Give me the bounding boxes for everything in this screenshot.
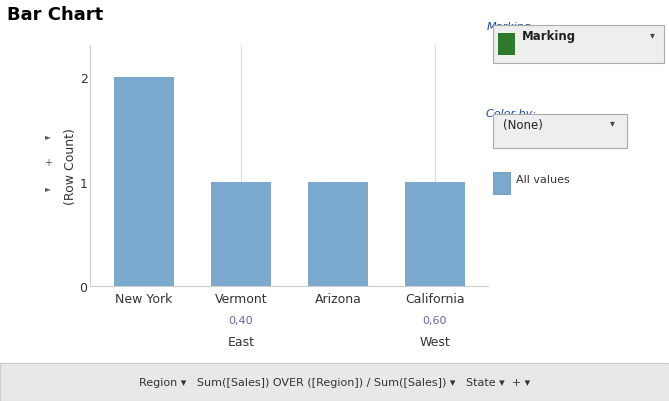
Y-axis label: (Row Count): (Row Count) [64, 128, 77, 205]
Text: ►: ► [45, 184, 51, 193]
Bar [211, 182, 271, 287]
Bar [405, 182, 465, 287]
Text: All values: All values [516, 174, 570, 184]
Text: +: + [44, 158, 52, 167]
Text: ►: ► [45, 132, 51, 141]
Text: Bar Chart: Bar Chart [7, 6, 103, 24]
Bar [308, 182, 368, 287]
Text: ▾: ▾ [610, 118, 615, 128]
Bar [114, 77, 174, 287]
Text: East: East [227, 335, 254, 348]
Text: 0,60: 0,60 [423, 315, 447, 325]
Text: (None): (None) [503, 118, 543, 131]
Text: ▾: ▾ [650, 30, 655, 40]
Text: Marking: Marking [522, 30, 576, 43]
Text: Region ▾   Sum([Sales]) OVER ([Region]) / Sum([Sales]) ▾   State ▾  + ▾: Region ▾ Sum([Sales]) OVER ([Region]) / … [139, 377, 530, 387]
Text: 0,40: 0,40 [229, 315, 253, 325]
Text: Marking:: Marking: [486, 22, 535, 32]
Text: Color by:: Color by: [486, 108, 537, 118]
Text: West: West [419, 335, 450, 348]
